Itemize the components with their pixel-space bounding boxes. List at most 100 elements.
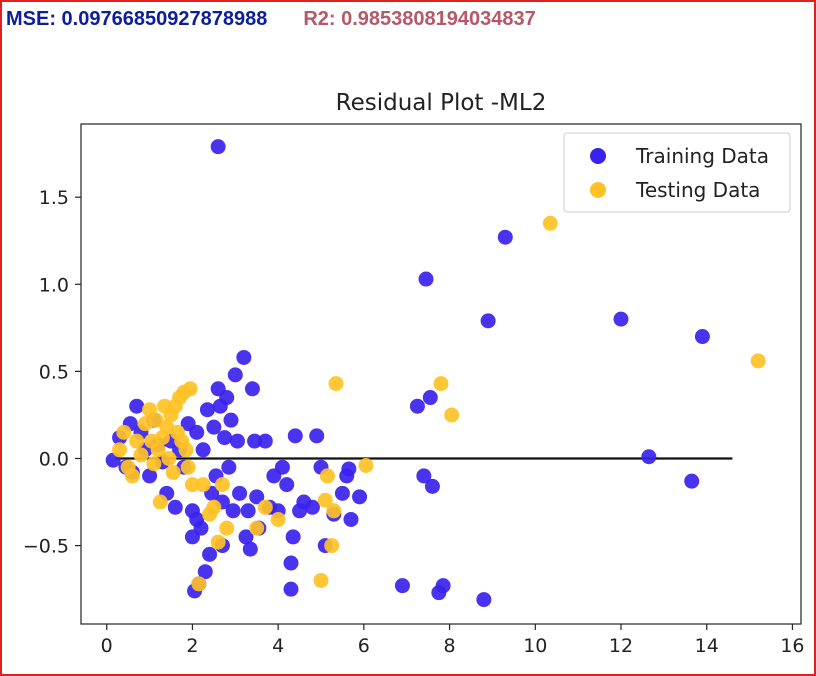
legend-training-marker	[590, 148, 606, 164]
testing-point	[219, 520, 235, 536]
x-tick-label: 10	[523, 635, 547, 657]
testing-point	[150, 442, 166, 458]
x-tick-label: 12	[609, 635, 633, 657]
chart-title: Residual Plot -ML2	[336, 90, 547, 116]
training-point	[285, 529, 301, 545]
testing-point	[180, 459, 196, 475]
training-point	[142, 468, 158, 484]
training-point	[219, 390, 235, 406]
testing-point	[433, 376, 449, 392]
training-point	[189, 424, 205, 440]
training-point	[244, 381, 260, 397]
testing-point	[249, 520, 265, 536]
training-point	[341, 461, 357, 477]
testing-point	[214, 477, 230, 493]
training-point	[238, 529, 254, 545]
testing-point	[152, 494, 168, 510]
training-point	[225, 503, 241, 519]
legend-testing-marker	[590, 182, 606, 198]
legend-box	[563, 132, 791, 213]
training-point	[343, 511, 359, 527]
training-point	[613, 311, 629, 327]
testing-point	[165, 464, 181, 480]
testing-point	[191, 576, 207, 592]
training-point	[334, 485, 350, 501]
testing-point	[326, 503, 342, 519]
testing-point	[182, 381, 198, 397]
testing-point	[750, 353, 766, 369]
x-tick-label: 0	[101, 635, 113, 657]
testing-point	[313, 572, 329, 588]
training-point	[416, 468, 432, 484]
testing-point	[124, 468, 140, 484]
training-point	[227, 367, 243, 383]
legend-training-label: Training Data	[635, 144, 769, 168]
testing-point	[328, 376, 344, 392]
training-point	[223, 412, 239, 428]
training-point	[193, 520, 209, 536]
testing-point	[206, 499, 222, 515]
training-point	[247, 433, 263, 449]
training-point	[242, 541, 258, 557]
testing-point	[178, 442, 194, 458]
training-point	[684, 473, 700, 489]
training-point	[217, 430, 233, 446]
training-point	[236, 349, 252, 365]
training-point	[422, 390, 438, 406]
training-point	[202, 546, 218, 562]
training-point	[274, 459, 290, 475]
testing-point	[257, 499, 273, 515]
testing-point	[319, 468, 335, 484]
testing-point	[148, 412, 164, 428]
training-point	[480, 313, 496, 329]
testing-point	[317, 492, 333, 508]
x-tick-label: 2	[186, 635, 198, 657]
training-point	[424, 478, 440, 494]
data-points	[105, 139, 766, 608]
training-point	[352, 489, 368, 505]
training-point	[129, 398, 145, 414]
training-point	[435, 578, 451, 594]
training-point	[476, 592, 492, 608]
testing-point	[358, 457, 374, 473]
training-point	[279, 477, 295, 493]
testing-point	[195, 477, 211, 493]
axis-ticks: 0 2 4 6 8 10 12 14 16 −0.5 0.0 0.5 1.0 1.5	[23, 187, 805, 657]
testing-point	[146, 456, 162, 472]
testing-point	[270, 511, 286, 527]
testing-point	[129, 433, 145, 449]
training-point	[257, 433, 273, 449]
training-point	[167, 499, 183, 515]
training-point	[409, 398, 425, 414]
testing-point	[184, 477, 200, 493]
y-tick-label: 1.0	[39, 274, 69, 296]
y-tick-label: 1.5	[39, 187, 69, 209]
training-point	[394, 578, 410, 594]
x-tick-label: 16	[780, 635, 804, 657]
training-point	[232, 485, 248, 501]
training-point	[641, 449, 657, 465]
r2-metric: R2: 0.9853808194034837	[303, 8, 536, 30]
training-point	[287, 428, 303, 444]
mse-metric: MSE: 0.09766850927878988	[6, 8, 268, 30]
legend: Training Data Testing Data	[563, 132, 791, 213]
training-point	[497, 229, 513, 245]
testing-point	[210, 534, 226, 550]
training-point	[249, 489, 265, 505]
training-point	[240, 503, 256, 519]
training-point	[309, 428, 325, 444]
training-point	[197, 564, 213, 580]
training-point	[283, 555, 299, 571]
testing-point	[133, 447, 149, 463]
legend-testing-label: Testing Data	[635, 178, 760, 202]
x-tick-label: 8	[444, 635, 456, 657]
x-tick-label: 4	[272, 635, 284, 657]
testing-point	[116, 424, 132, 440]
training-point	[221, 459, 237, 475]
testing-point	[112, 442, 128, 458]
testing-point	[444, 407, 460, 423]
y-tick-label: −0.5	[23, 536, 69, 558]
metrics-header: MSE: 0.09766850927878988 R2: 0.9853808194…	[6, 8, 536, 31]
training-point	[694, 329, 710, 345]
